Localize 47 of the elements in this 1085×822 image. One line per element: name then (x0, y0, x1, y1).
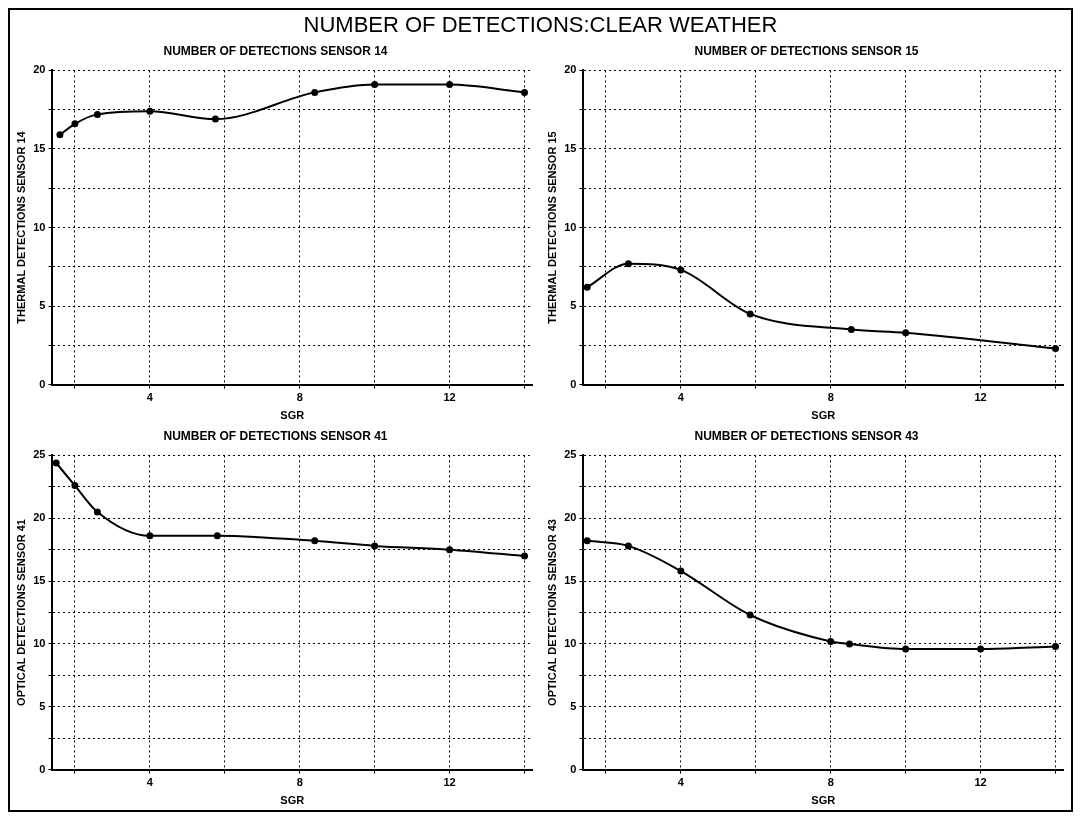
x-tick-label: 8 (296, 391, 303, 404)
y-tick-label: 10 (32, 636, 45, 649)
y-tick-label: 10 (563, 636, 576, 649)
y-axis-title: OPTICAL DETECTIONS SENSOR 43 (545, 519, 558, 706)
x-tick-label: 4 (146, 391, 154, 404)
x-tick-label: 4 (677, 391, 685, 404)
y-tick-label: 0 (38, 762, 45, 775)
chart-title: NUMBER OF DETECTIONS SENSOR 43 (693, 428, 919, 443)
text: NUMBER OF DETECTIONS:CLEAR WEATHER (302, 11, 779, 39)
y-tick-label: 10 (563, 220, 576, 233)
y-tick-label: 0 (38, 377, 45, 390)
x-tick-label: 4 (677, 776, 685, 789)
y-tick-label: 0 (569, 377, 576, 390)
chart-title: NUMBER OF DETECTIONS SENSOR 15 (693, 43, 919, 58)
y-tick-label: 15 (563, 141, 576, 154)
x-axis-title: SGR (279, 794, 304, 807)
x-tick-label: 12 (973, 776, 987, 789)
y-tick-label: 5 (38, 699, 45, 712)
y-axis-title: THERMAL DETECTIONS SENSOR 14 (14, 130, 27, 324)
y-tick-label: 20 (563, 63, 576, 76)
y-tick-label: 5 (38, 299, 45, 312)
x-tick-label: 8 (827, 391, 834, 404)
x-axis-title: SGR (810, 409, 835, 422)
x-tick-label: 12 (442, 776, 456, 789)
y-tick-label: 20 (32, 63, 45, 76)
chart-title: NUMBER OF DETECTIONS SENSOR 41 (162, 428, 388, 443)
x-tick-label: 8 (296, 776, 303, 789)
chart-title: NUMBER OF DETECTIONS SENSOR 14 (162, 43, 388, 58)
y-tick-label: 15 (32, 574, 45, 587)
y-axis-title: OPTICAL DETECTIONS SENSOR 41 (14, 519, 27, 706)
x-axis-title: SGR (279, 409, 304, 422)
x-tick-label: 8 (827, 776, 834, 789)
y-tick-label: 5 (569, 699, 576, 712)
y-tick-label: 25 (32, 448, 45, 461)
y-tick-label: 10 (32, 220, 45, 233)
x-tick-label: 12 (442, 391, 456, 404)
y-tick-label: 5 (569, 299, 576, 312)
y-tick-label: 15 (563, 574, 576, 587)
x-tick-label: 12 (973, 391, 987, 404)
y-tick-label: 15 (32, 141, 45, 154)
x-axis-title: SGR (810, 794, 835, 807)
y-tick-label: 20 (563, 511, 576, 524)
x-tick-label: 4 (146, 776, 154, 789)
y-axis-title: THERMAL DETECTIONS SENSOR 15 (545, 131, 558, 324)
y-tick-label: 20 (32, 511, 45, 524)
y-tick-label: 0 (569, 762, 576, 775)
y-tick-label: 25 (563, 448, 576, 461)
